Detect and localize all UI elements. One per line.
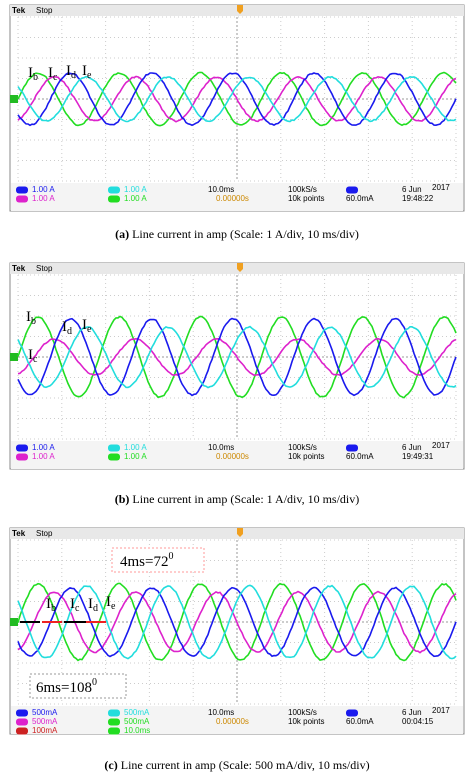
scope-panel: Tek StopIb Ic Id Ie4ms=7206ms=1080500mA 500mA… (10, 528, 464, 735)
screen-frame (10, 263, 464, 469)
scope-panel: TekStopIbIcIdIe1.00 A1.00 A1.00 A1.00 A1… (10, 263, 464, 469)
ground-marker (10, 618, 18, 626)
trace-sub: b (51, 603, 56, 614)
annotation-text: 6ms=108 (36, 680, 92, 696)
channel-scale: 100mA (32, 726, 58, 735)
annotation: 4ms=720 (120, 551, 173, 570)
caption-text: Line current in amp (Scale: 500 mA/div, … (121, 758, 370, 772)
time: 19:48:22 (402, 194, 434, 203)
channel-scale: 1.00 A (124, 443, 147, 452)
channel-scale: 1.00 A (124, 452, 147, 461)
tek-logo: Tek (12, 529, 26, 538)
record-length: 10k points (288, 452, 324, 461)
ground-marker (10, 353, 18, 361)
trigger-position: 0.00000s (216, 194, 249, 203)
trace-sub: e (87, 324, 92, 335)
caption: (a) Line current in amp (Scale: 1 A/div,… (115, 227, 359, 241)
caption-tag: (a) (115, 227, 129, 241)
ground-marker (10, 95, 18, 103)
trace-sub: e (87, 70, 92, 81)
trace-sub: b (33, 72, 38, 83)
tek-logo: Tek (12, 264, 26, 273)
channel-scale: 1.00 A (124, 194, 147, 203)
run-state: Stop (36, 6, 53, 15)
trigger-position: 0.00000s (216, 452, 249, 461)
channel-badge (16, 196, 28, 203)
channel-scale: 500mA (124, 717, 150, 726)
channel-scale: 1.00 A (32, 185, 55, 194)
run-state: Stop (36, 264, 53, 273)
channel-scale: 1.00 A (32, 194, 55, 203)
channel-badge (108, 196, 120, 203)
caption-tag: (b) (115, 492, 130, 506)
trace-sub: d (71, 70, 76, 81)
trace-sub: b (31, 316, 36, 327)
channel-scale: 1.00 A (32, 452, 55, 461)
trace-sub: c (33, 354, 38, 365)
channel-badge (16, 728, 28, 735)
annotation-sup: 0 (92, 677, 97, 688)
trigger-level: 60.0mA (346, 194, 374, 203)
trigger-level: 60.0mA (346, 452, 374, 461)
channel-scale: 500mA (32, 708, 58, 717)
trigger-level: 60.0mA (346, 717, 374, 726)
sample-rate: 100kS/s (288, 708, 317, 717)
caption: (b) Line current in amp (Scale: 1 A/div,… (115, 492, 360, 506)
tek-logo: Tek (12, 6, 26, 15)
trace-sub: e (111, 601, 116, 612)
trigger-badge (346, 187, 358, 194)
channel-badge (16, 719, 28, 726)
caption: (c) Line current in amp (Scale: 500 mA/d… (104, 758, 369, 772)
date: 6 Jun (402, 185, 422, 194)
caption-tag: (c) (104, 758, 117, 772)
channel-badge (108, 445, 120, 452)
caption-text: Line current in amp (Scale: 1 A/div, 10 … (132, 492, 359, 506)
sample-rate: 100kS/s (288, 185, 317, 194)
year: 2017 (432, 441, 450, 450)
timebase: 10.0ms (208, 185, 234, 194)
timebase: 10.0ms (208, 443, 234, 452)
sample-rate: 100kS/s (288, 443, 317, 452)
channel-scale: 1.00 A (124, 185, 147, 194)
date: 6 Jun (402, 443, 422, 452)
trace-sub: d (93, 603, 98, 614)
date: 6 Jun (402, 708, 422, 717)
scope-panel: TekStopIbIcIdIe1.00 A1.00 A1.00 A1.00 A1… (10, 5, 464, 211)
record-length: 10k points (288, 717, 324, 726)
caption-text: Line current in amp (Scale: 1 A/div, 10 … (132, 227, 359, 241)
channel-badge (108, 187, 120, 194)
trigger-position: 0.00000s (216, 717, 249, 726)
time: 00:04:15 (402, 717, 434, 726)
annotation: 6ms=1080 (36, 677, 97, 696)
channel-badge (16, 445, 28, 452)
channel-scale: 500mA (32, 717, 58, 726)
channel-badge (16, 710, 28, 717)
trace-sub: c (75, 603, 80, 614)
year: 2017 (432, 706, 450, 715)
channel-badge (108, 728, 120, 735)
trigger-badge (346, 710, 358, 717)
annotation-sup: 0 (168, 551, 173, 562)
run-state: Stop (36, 529, 53, 538)
channel-scale: 500mA (124, 708, 150, 717)
figure: Tek StopIb Ic Id Ie1.00 A 1.00 A1.00 A 1.00 A1… (0, 0, 474, 779)
channel-scale: 10.0ms (124, 726, 150, 735)
screen-frame (10, 5, 464, 211)
time: 19:49:31 (402, 452, 434, 461)
annotation-text: 4ms=72 (120, 554, 168, 570)
year: 2017 (432, 183, 450, 192)
timebase: 10.0ms (208, 708, 234, 717)
channel-badge (16, 187, 28, 194)
channel-badge (108, 454, 120, 461)
record-length: 10k points (288, 194, 324, 203)
trace-sub: d (67, 326, 72, 337)
channel-scale: 1.00 A (32, 443, 55, 452)
channel-badge (16, 454, 28, 461)
channel-badge (108, 710, 120, 717)
trigger-badge (346, 445, 358, 452)
channel-badge (108, 719, 120, 726)
trace-sub: c (53, 72, 58, 83)
